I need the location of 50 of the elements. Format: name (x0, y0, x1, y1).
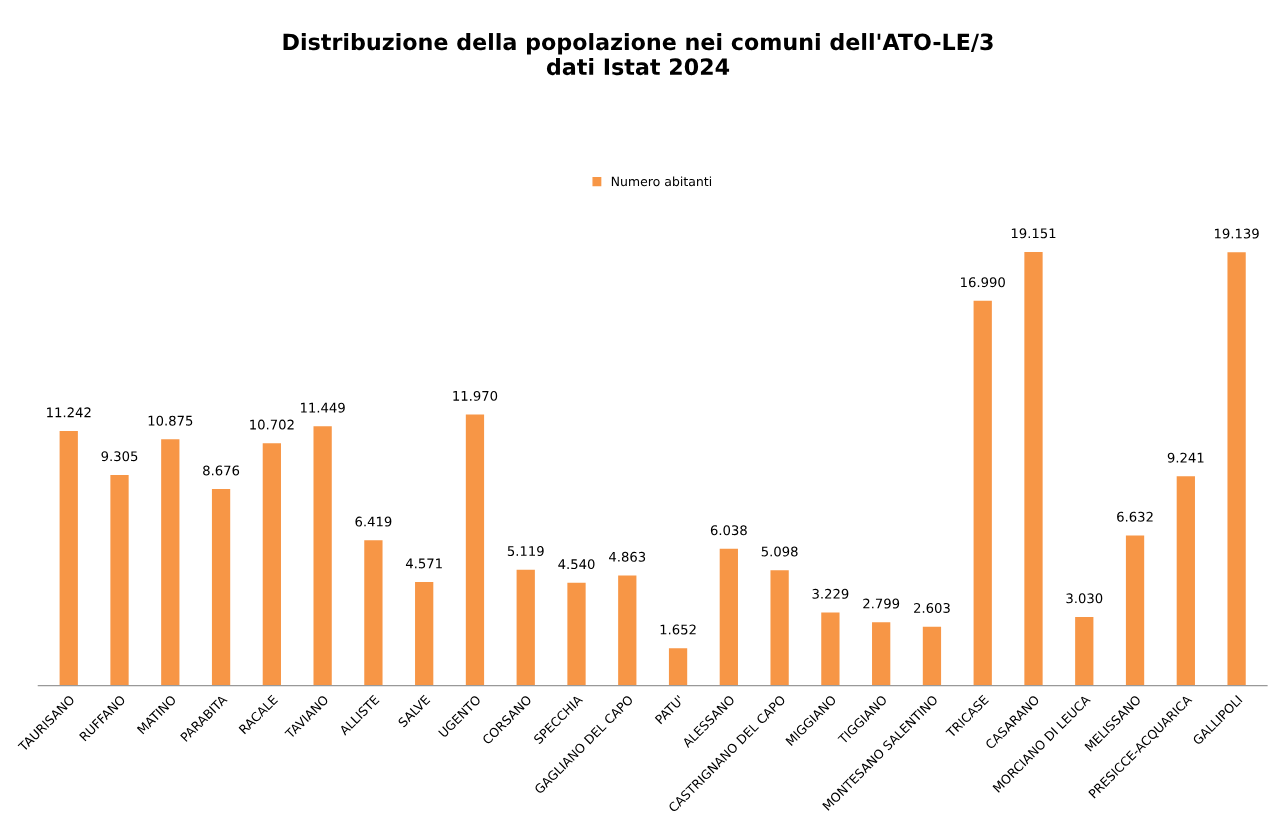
bar (668, 648, 688, 686)
data-label: 4.863 (609, 551, 646, 562)
bar (821, 612, 840, 686)
data-label: 4.571 (405, 558, 442, 569)
data-label: 6.038 (710, 525, 747, 536)
bar (719, 548, 738, 686)
bar (59, 431, 78, 686)
data-label: 5.119 (507, 546, 544, 556)
bar (567, 582, 586, 686)
data-label: 6.419 (355, 516, 392, 527)
bar (465, 414, 485, 686)
data-label: 5.098 (761, 546, 798, 557)
bar (1227, 252, 1246, 686)
data-label: 19.151 (1011, 228, 1056, 239)
data-label: 16.990 (961, 277, 1005, 288)
data-label: 9.305 (101, 451, 138, 462)
data-label: 8.676 (203, 465, 240, 476)
bar (516, 569, 535, 686)
bar (1024, 251, 1043, 686)
data-label: 2.799 (863, 598, 900, 609)
data-label: 9.241 (1167, 452, 1204, 463)
data-label: 3.030 (1066, 593, 1103, 604)
bar (211, 489, 231, 686)
data-label: 10.875 (148, 415, 193, 426)
bar (364, 540, 383, 686)
chart-title: Distribuzione della popolazione nei comuni dell'ATO-LE/3 dati Istat 2024 (283, 33, 993, 76)
bar (1075, 616, 1094, 686)
bar (110, 474, 129, 686)
legend-label: Numero abitanti (611, 176, 712, 187)
bar (973, 300, 992, 686)
bar (922, 626, 942, 686)
bar (872, 622, 891, 686)
bar (313, 426, 332, 686)
bar (262, 443, 281, 686)
data-label: 6.632 (1117, 511, 1153, 522)
data-label: 11.970 (453, 390, 498, 401)
bar (1176, 476, 1195, 686)
data-label: 3.229 (812, 588, 849, 599)
data-label: 11.242 (47, 407, 91, 418)
bar (770, 570, 789, 686)
bar (415, 582, 434, 686)
bar (1125, 535, 1145, 686)
bar (618, 575, 637, 686)
data-label: 10.702 (250, 419, 294, 430)
bar (161, 439, 180, 686)
data-label: 2.603 (914, 602, 950, 613)
data-label: 19.139 (1214, 228, 1259, 239)
data-label: 1.652 (660, 624, 696, 635)
data-label: 4.540 (558, 559, 595, 570)
data-label: 11.449 (300, 402, 345, 413)
